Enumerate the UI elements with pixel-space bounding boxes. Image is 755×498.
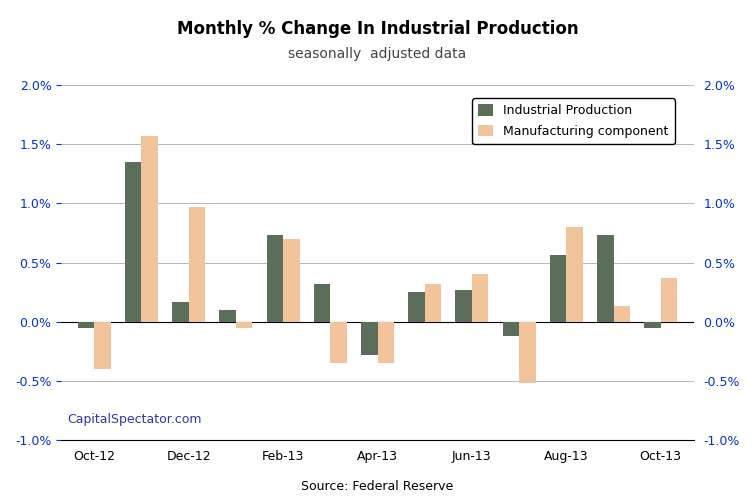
Bar: [425, 284, 441, 322]
Bar: [472, 274, 488, 322]
Bar: [236, 322, 252, 328]
Bar: [220, 310, 236, 322]
Bar: [330, 322, 347, 364]
Bar: [550, 255, 566, 322]
Bar: [408, 292, 425, 322]
Bar: [141, 136, 158, 322]
Bar: [78, 322, 94, 328]
Bar: [94, 322, 111, 369]
Bar: [361, 322, 378, 355]
Bar: [661, 278, 677, 322]
Bar: [283, 239, 300, 322]
Bar: [614, 306, 630, 322]
Bar: [519, 322, 535, 383]
Bar: [455, 290, 472, 322]
Bar: [125, 162, 141, 322]
Bar: [267, 235, 283, 322]
Text: CapitalSpectator.com: CapitalSpectator.com: [67, 413, 202, 426]
Text: seasonally  adjusted data: seasonally adjusted data: [288, 47, 467, 61]
Bar: [189, 207, 205, 322]
Bar: [378, 322, 394, 364]
Text: Source: Federal Reserve: Source: Federal Reserve: [301, 480, 454, 493]
Bar: [566, 227, 583, 322]
Legend: Industrial Production, Manufacturing component: Industrial Production, Manufacturing com…: [472, 98, 675, 144]
Bar: [503, 322, 519, 336]
Bar: [314, 284, 330, 322]
Bar: [597, 235, 614, 322]
Bar: [172, 302, 189, 322]
Text: Monthly % Change In Industrial Production: Monthly % Change In Industrial Productio…: [177, 20, 578, 38]
Bar: [644, 322, 661, 328]
